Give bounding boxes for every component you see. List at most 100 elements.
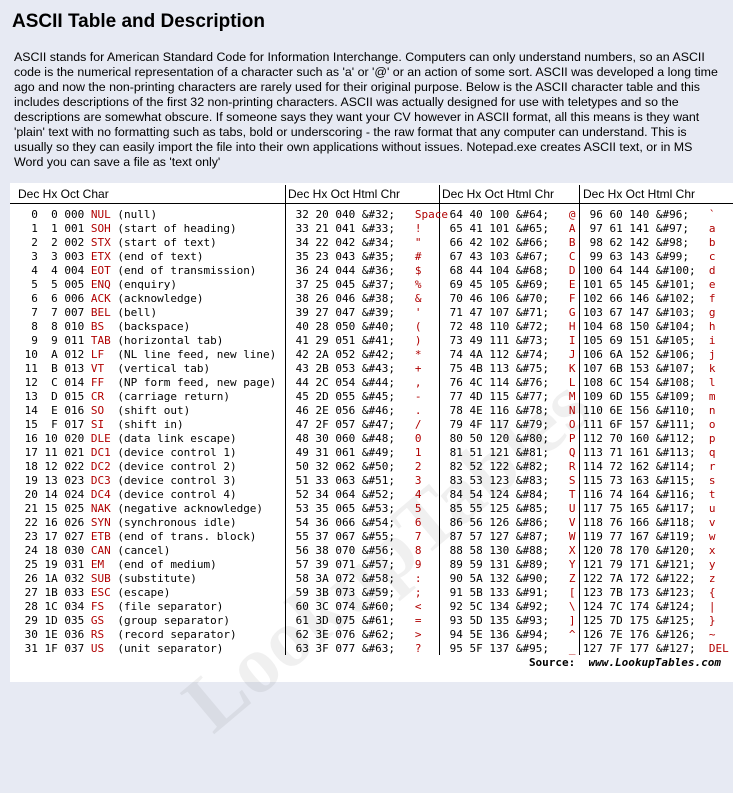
table-row: 127 7F 177 &#127; DEL: [583, 642, 729, 656]
table-row: 73 49 111 &#73; I: [443, 334, 576, 348]
codes: 55 37 067 &#55;: [289, 530, 415, 543]
codes: 102 66 146 &#102;: [583, 292, 709, 305]
char-symbol: H: [568, 320, 576, 333]
table-row: 114 72 162 &#114; r: [583, 460, 715, 474]
codes: 16 10 020: [18, 432, 91, 445]
control-desc: (enquiry): [117, 278, 177, 291]
table-row: 3 3 003 ETX (end of text): [18, 250, 203, 264]
codes: 46 2E 056 &#46;: [289, 404, 415, 417]
control-desc: (device control 4): [117, 488, 237, 501]
codes: 44 2C 054 &#44;: [289, 376, 415, 389]
control-desc: (end of medium): [117, 558, 217, 571]
codes: 74 4A 112 &#74;: [443, 348, 569, 361]
control-abbr: SUB: [90, 572, 118, 585]
control-desc: (end of text): [117, 250, 204, 263]
char-symbol: _: [568, 642, 576, 655]
control-desc: (start of heading): [117, 222, 237, 235]
table-row: 57 39 071 &#57; 9: [289, 558, 422, 572]
table-row: 46 2E 056 &#46; .: [289, 404, 422, 418]
table-row: 59 3B 073 &#59; ;: [289, 586, 422, 600]
table-row: 13 D 015 CR (carriage return): [18, 390, 230, 404]
control-desc: (null): [117, 208, 158, 221]
codes: 10 A 012: [18, 348, 91, 361]
codes: 126 7E 176 &#126;: [583, 628, 709, 641]
table-row: 33 21 041 &#33; !: [289, 222, 422, 236]
char-symbol: a: [708, 222, 716, 235]
control-desc: (shift in): [117, 418, 184, 431]
control-desc: (acknowledge): [117, 292, 204, 305]
char-symbol: $: [414, 264, 422, 277]
codes: 60 3C 074 &#60;: [289, 600, 415, 613]
char-symbol: >: [414, 628, 422, 641]
char-symbol: *: [414, 348, 422, 361]
char-symbol: (: [414, 320, 422, 333]
table-row: 121 79 171 &#121; y: [583, 558, 715, 572]
control-desc: (NL line feed, new line): [117, 348, 277, 361]
table-row: 11 B 013 VT (vertical tab): [18, 362, 210, 376]
char-symbol: C: [568, 250, 576, 263]
table-row: 64 40 100 &#64; @: [443, 208, 576, 222]
codes: 11 B 013: [18, 362, 91, 375]
control-abbr: STX: [90, 236, 118, 249]
table-row: 69 45 105 &#69; E: [443, 278, 576, 292]
codes: 110 6E 156 &#110;: [583, 404, 709, 417]
codes: 33 21 041 &#33;: [289, 222, 415, 235]
table-row: 122 7A 172 &#122; z: [583, 572, 715, 586]
codes: 48 30 060 &#48;: [289, 432, 415, 445]
codes: 108 6C 154 &#108;: [583, 376, 709, 389]
codes: 85 55 125 &#85;: [443, 502, 569, 515]
table-row: 53 35 065 &#53; 5: [289, 502, 422, 516]
codes: 105 69 151 &#105;: [583, 334, 709, 347]
table-row: 115 73 163 &#115; s: [583, 474, 715, 488]
char-symbol: 6: [414, 516, 422, 529]
char-symbol: I: [568, 334, 576, 347]
table-row: 58 3A 072 &#58; :: [289, 572, 422, 586]
source-credit: Source: www.LookupTables.com: [529, 656, 721, 669]
control-desc: (shift out): [117, 404, 191, 417]
char-symbol: :: [414, 572, 422, 585]
table-row: 27 1B 033 ESC (escape): [18, 586, 171, 600]
control-abbr: GS: [90, 614, 118, 627]
codes: 125 7D 175 &#125;: [583, 614, 709, 627]
control-abbr: NUL: [90, 208, 118, 221]
char-symbol: s: [708, 474, 716, 487]
control-abbr: DC3: [90, 474, 118, 487]
codes: 104 68 150 &#104;: [583, 320, 709, 333]
table-row: 42 2A 052 &#42; *: [289, 348, 422, 362]
control-desc: (backspace): [117, 320, 191, 333]
codes: 14 E 016: [18, 404, 91, 417]
table-row: 22 16 026 SYN (synchronous idle): [18, 516, 237, 530]
char-symbol: A: [568, 222, 576, 235]
char-symbol: P: [568, 432, 576, 445]
table-row: 55 37 067 &#55; 7: [289, 530, 422, 544]
table-row: 108 6C 154 &#108; l: [583, 376, 715, 390]
table-row: 19 13 023 DC3 (device control 3): [18, 474, 237, 488]
codes: 67 43 103 &#67;: [443, 250, 569, 263]
codes: 89 59 131 &#89;: [443, 558, 569, 571]
char-symbol: j: [708, 348, 716, 361]
codes: 47 2F 057 &#47;: [289, 418, 415, 431]
codes: 79 4F 117 &#79;: [443, 418, 569, 431]
control-desc: (device control 3): [117, 474, 237, 487]
header-col2: Dec Hx Oct Html Chr: [288, 187, 401, 201]
codes: 21 15 025: [18, 502, 91, 515]
table-row: 81 51 121 &#81; Q: [443, 446, 576, 460]
codes: 121 79 171 &#121;: [583, 558, 709, 571]
char-symbol: u: [708, 502, 716, 515]
control-abbr: DC4: [90, 488, 118, 501]
char-symbol: ^: [568, 628, 576, 641]
codes: 36 24 044 &#36;: [289, 264, 415, 277]
table-row: 32 20 040 &#32; Space: [289, 208, 448, 222]
control-desc: (cancel): [117, 544, 171, 557]
table-row: 125 7D 175 &#125; }: [583, 614, 715, 628]
table-row: 47 2F 057 &#47; /: [289, 418, 422, 432]
codes: 66 42 102 &#66;: [443, 236, 569, 249]
char-symbol: T: [568, 488, 576, 501]
codes: 107 6B 153 &#107;: [583, 362, 709, 375]
char-symbol: `: [708, 208, 716, 221]
codes: 86 56 126 &#86;: [443, 516, 569, 529]
char-symbol: G: [568, 306, 576, 319]
control-abbr: ETX: [90, 250, 118, 263]
codes: 100 64 144 &#100;: [583, 264, 709, 277]
table-row: 52 34 064 &#52; 4: [289, 488, 422, 502]
